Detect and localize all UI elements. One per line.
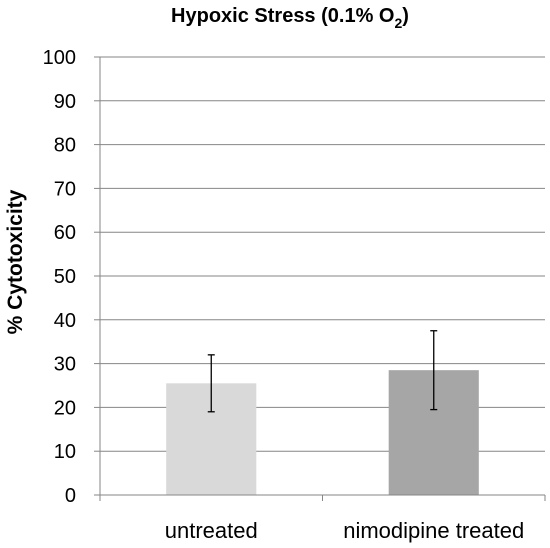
axes bbox=[94, 56, 546, 501]
y-tick-label: 30 bbox=[54, 354, 76, 376]
y-tick-label: 10 bbox=[54, 441, 76, 463]
chart-title-subscript: 2 bbox=[394, 15, 402, 31]
y-tick-label: 70 bbox=[54, 178, 76, 200]
y-tick-label: 60 bbox=[54, 222, 76, 244]
y-axis-label: % Cytotoxicity bbox=[4, 189, 27, 334]
chart-title-suffix: ) bbox=[402, 5, 409, 27]
category-label: nimodipine treated bbox=[343, 518, 524, 543]
y-tick-label: 100 bbox=[43, 47, 76, 69]
y-tick-labels: 0 10 20 30 40 50 60 70 80 90 100 bbox=[43, 47, 76, 507]
y-tick-label: 50 bbox=[54, 266, 76, 288]
error-bars bbox=[207, 330, 438, 413]
category-label: untreated bbox=[165, 518, 258, 543]
category-labels: untreated nimodipine treated bbox=[165, 518, 524, 543]
y-tick-label: 80 bbox=[54, 135, 76, 157]
y-tick-label: 20 bbox=[54, 397, 76, 419]
y-tick-label: 40 bbox=[54, 310, 76, 332]
y-tick-label: 90 bbox=[54, 91, 76, 113]
chart-title: Hypoxic Stress (0.1% O2) bbox=[171, 5, 409, 31]
bars bbox=[166, 370, 479, 495]
y-tick-label: 0 bbox=[65, 485, 76, 507]
